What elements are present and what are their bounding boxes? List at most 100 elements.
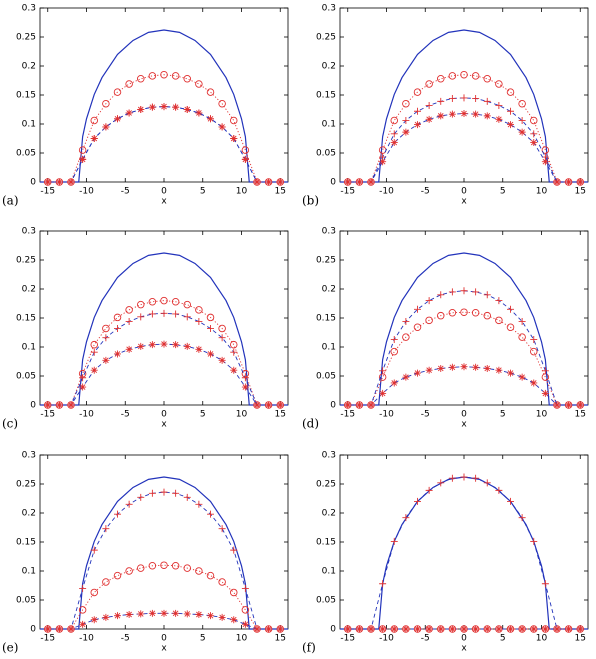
star-marker [67, 178, 75, 186]
x-tick-label: -5 [421, 634, 430, 644]
star-marker [218, 356, 226, 364]
series-line [47, 491, 281, 630]
star-marker [207, 115, 214, 123]
series-line [340, 252, 588, 406]
x-tick-label: 0 [161, 410, 167, 420]
plus-marker [483, 97, 491, 105]
series-line [47, 564, 281, 630]
star-marker [448, 625, 456, 633]
y-tick-label: 0.15 [16, 91, 36, 101]
series-line [347, 476, 581, 630]
circle-marker [413, 323, 422, 332]
panel: 0 0.05 0.1 0.15 0.2 0.25 0.3 -15 -10 -5 0 5 10 15 x (c) [2, 227, 289, 431]
star-marker [437, 364, 445, 372]
circle-marker [530, 347, 538, 356]
star-marker [160, 609, 168, 617]
plus-marker [483, 479, 491, 487]
plus-marker [448, 94, 456, 102]
star-marker [253, 178, 261, 186]
circle-marker [171, 72, 180, 80]
star-marker [344, 625, 352, 633]
x-tick-label: -15 [340, 634, 355, 644]
star-marker [160, 103, 168, 111]
plus-marker [241, 584, 249, 592]
star-marker [125, 611, 133, 618]
y-tick-label: 0 [330, 401, 336, 411]
x-tick-label: 15 [575, 187, 586, 197]
y-tick-label: 0.3 [322, 451, 336, 461]
circle-marker [402, 99, 410, 108]
circle-marker [518, 99, 526, 108]
star-marker [530, 139, 538, 147]
x-tick-label: 5 [200, 410, 206, 420]
y-tick-label: 0.25 [316, 480, 336, 490]
plus-marker [207, 324, 214, 332]
y-tick-label: 0 [30, 178, 36, 188]
x-tick-label: -15 [40, 634, 55, 644]
y-tick-label: 0.2 [322, 509, 336, 519]
circle-marker [195, 80, 203, 88]
circle-marker [113, 571, 122, 580]
star-marker [507, 121, 514, 129]
panel: 0 0.05 0.1 0.15 0.2 0.25 0.3 -15 -10 -5 0 5 10 15 x (d) [302, 227, 589, 431]
circle-marker [125, 306, 133, 314]
y-tick-label: 0.1 [322, 343, 336, 353]
star-marker [530, 625, 538, 633]
plus-marker [137, 313, 145, 321]
plus-marker [507, 305, 514, 313]
plus-marker [102, 334, 110, 342]
plus-marker [472, 94, 480, 102]
plus-marker [90, 546, 98, 554]
plus-marker [460, 287, 468, 295]
star-marker [218, 123, 226, 131]
plus-marker [218, 334, 226, 342]
plus-marker [102, 525, 110, 533]
star-marker [483, 625, 491, 633]
plus-marker [114, 324, 121, 332]
y-tick-label: 0.3 [22, 4, 36, 14]
y-tick-label: 0.2 [22, 285, 36, 295]
circle-marker [229, 588, 238, 597]
plus-marker [160, 488, 168, 496]
star-marker [241, 620, 249, 628]
y-tick-label: 0.15 [316, 91, 336, 101]
x-tick-label: -5 [121, 634, 130, 644]
series-line [47, 612, 281, 630]
star-marker [437, 625, 445, 633]
panel: 0 0.05 0.1 0.15 0.2 0.25 0.3 -15 -10 -5 0 5 10 15 x (f) [302, 451, 589, 655]
star-marker [218, 613, 226, 621]
series-line [40, 29, 288, 183]
x-tick-label: 10 [236, 410, 248, 420]
plus-marker [425, 297, 433, 305]
y-tick-label: 0.05 [16, 149, 36, 159]
x-tick-label: 15 [575, 634, 586, 644]
y-tick-label: 0.25 [16, 33, 36, 43]
y-tick-label: 0.3 [22, 451, 36, 461]
y-tick-label: 0.25 [16, 480, 36, 490]
star-marker [90, 616, 98, 624]
plus-marker [172, 310, 180, 318]
circle-marker [183, 564, 191, 572]
circle-marker [160, 296, 168, 305]
circle-marker [90, 116, 98, 125]
y-tick-label: 0.3 [322, 227, 336, 237]
x-tick-label: 0 [461, 634, 467, 644]
plus-marker [530, 335, 538, 343]
star-marker [183, 106, 191, 113]
panel: 0 0.05 0.1 0.15 0.2 0.25 0.3 -15 -10 -5 0 5 10 15 x (b) [302, 4, 589, 208]
circle-marker [390, 116, 399, 125]
star-marker [448, 363, 456, 371]
plus-marker [460, 94, 468, 102]
circle-marker [437, 311, 445, 320]
x-tick-label: 0 [161, 634, 167, 644]
plus-marker [518, 514, 526, 522]
star-marker [172, 609, 180, 617]
plus-marker [460, 473, 468, 481]
plus-marker [207, 510, 214, 518]
star-marker [576, 178, 584, 186]
y-tick-label: 0.25 [316, 33, 336, 43]
plus-marker [541, 580, 549, 588]
circle-marker [148, 72, 157, 80]
y-tick-label: 0.05 [16, 372, 36, 382]
